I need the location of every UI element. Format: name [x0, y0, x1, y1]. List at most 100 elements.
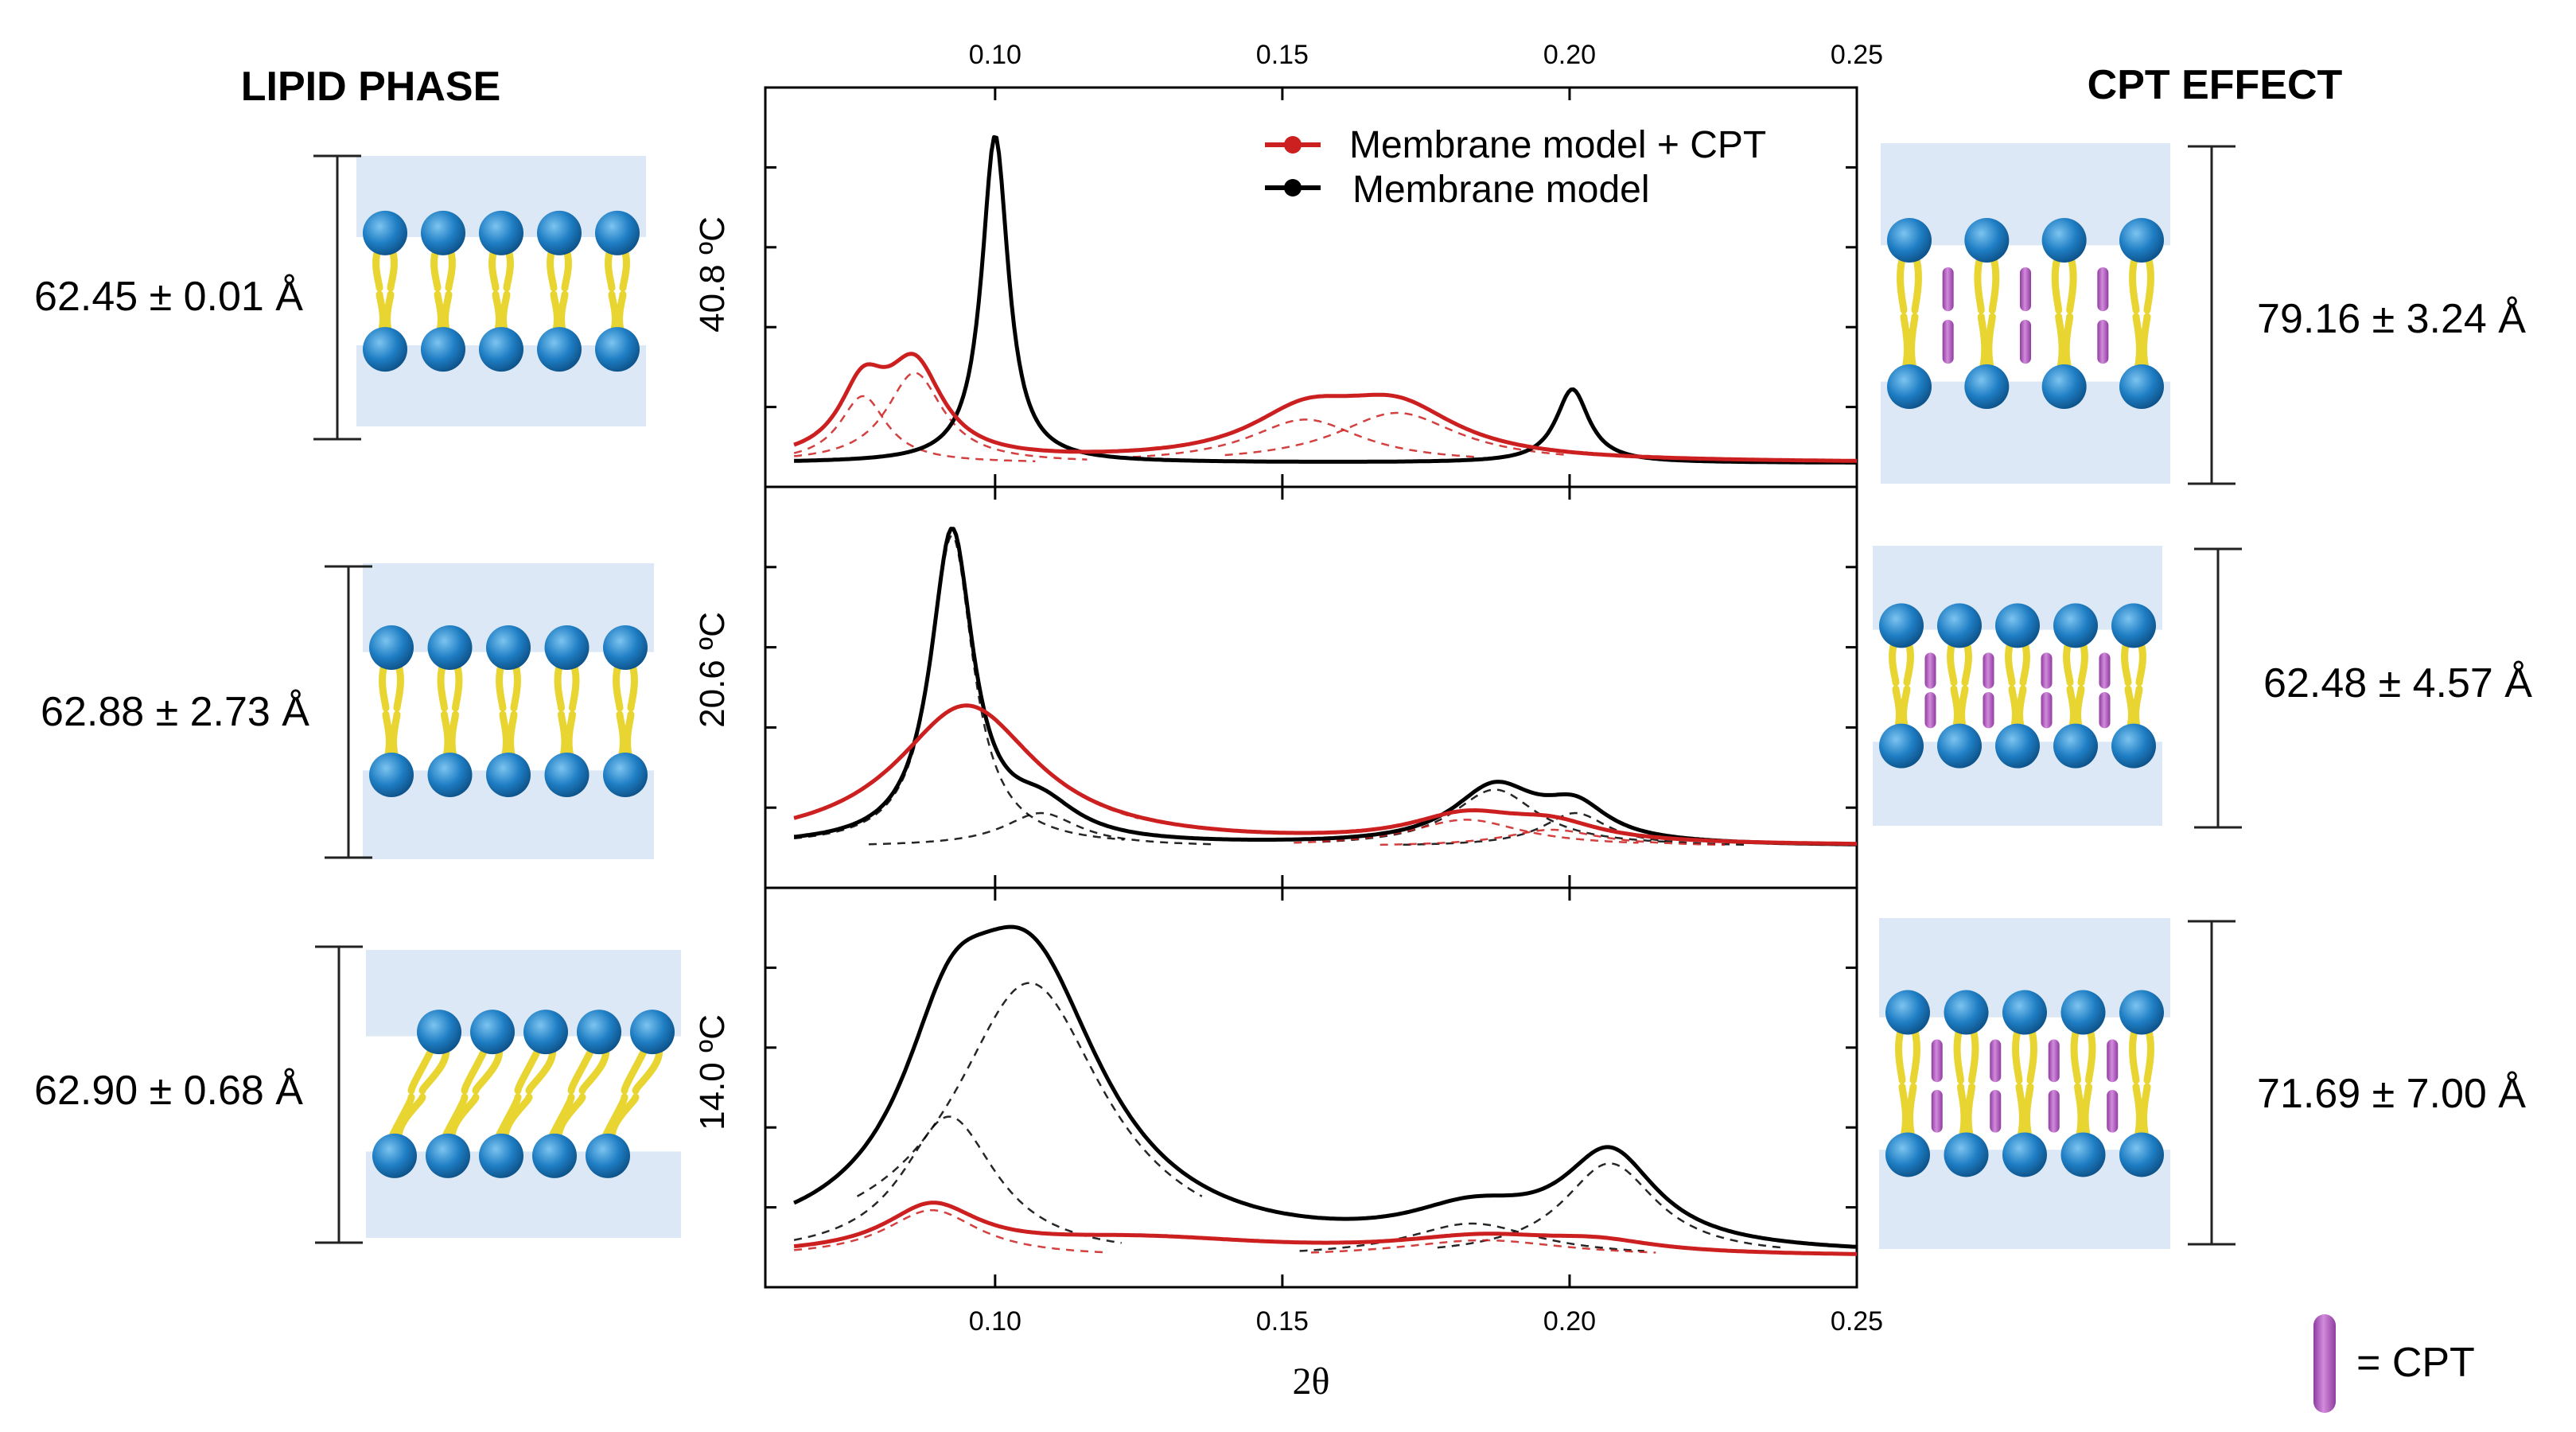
cpt-molecule [1942, 267, 1954, 312]
lipid-head [2119, 364, 2164, 410]
water-band [366, 950, 681, 1037]
water-band [1881, 381, 2170, 484]
lipid-tail [2143, 250, 2154, 314]
x-tick-label-bottom: 0.10 [969, 1306, 1021, 1337]
lipid-tail [2070, 1021, 2081, 1084]
cpt-molecule [1924, 692, 1936, 729]
lipid-head [363, 327, 407, 372]
lipid-head [427, 752, 473, 797]
lipid-head [369, 625, 414, 671]
lipid-head [2002, 1132, 2047, 1177]
series-membrane [793, 527, 1858, 846]
cpt-molecule [1990, 1039, 2002, 1083]
lipid-head [2041, 217, 2087, 263]
left-measurement-2: 62.88 ± 2.73 Å [41, 689, 309, 735]
series-membrane [793, 924, 1858, 1249]
legend-marker-black [1284, 179, 1302, 197]
panel-1-ylabel: 40.8 ºC [693, 216, 732, 333]
left-measurement-3: 62.90 ± 0.68 Å [34, 1068, 303, 1114]
lipid-tail [1988, 250, 2000, 314]
chart-series [793, 134, 1858, 1256]
lipid-head [2053, 603, 2098, 648]
cpt-molecule [1924, 652, 1936, 689]
cpt-molecule [2048, 1039, 2060, 1083]
lipid-head [1964, 217, 2010, 263]
lipid-head [2119, 990, 2164, 1035]
right-measurement-2: 62.48 ± 4.57 Å [2263, 660, 2532, 706]
x-tick-label-top: 0.15 [1256, 40, 1309, 70]
fit-component [869, 811, 1214, 846]
right-measurement-3: 71.69 ± 7.00 Å [2257, 1071, 2526, 1117]
cpt-molecule [2099, 692, 2111, 729]
lipid-tail [2129, 1021, 2140, 1084]
lipid-head [417, 1010, 461, 1055]
lipid-head [479, 210, 523, 255]
legend-marker-red [1284, 136, 1302, 154]
lipid-head [2053, 723, 2098, 769]
legend-label-black: Membrane model [1352, 169, 1650, 211]
lipid-head [369, 752, 414, 797]
fit-component [793, 705, 1139, 819]
cpt-molecule [2099, 652, 2111, 689]
lipid-phase-header: LIPID PHASE [241, 64, 501, 110]
legend: Membrane model + CPT Membrane model [1265, 124, 1766, 211]
water-band [1881, 143, 2170, 246]
lipid-head [537, 210, 582, 255]
lipid-tail [2066, 250, 2077, 314]
right-measurement-1: 79.16 ± 3.24 Å [2257, 296, 2526, 342]
cpt-molecule [2097, 320, 2109, 364]
fit-component [856, 982, 1203, 1197]
x-tick-label-top: 0.20 [1543, 40, 1596, 70]
lipid-tail [1953, 1021, 1964, 1084]
cpt-molecule [2041, 692, 2053, 729]
lipid-head [532, 1133, 577, 1178]
cpt-molecule [1983, 652, 1994, 689]
cpt-molecule [2041, 652, 2053, 689]
lipid-head [1937, 603, 1982, 648]
lipid-head [2060, 1132, 2106, 1177]
fit-component [1294, 819, 1639, 844]
left-measurement-1: 62.45 ± 0.01 Å [34, 274, 303, 320]
lipid-head [1944, 1132, 1989, 1177]
left-schematic-3 [315, 945, 681, 1244]
lipid-head [1887, 217, 1932, 263]
chart-ticks: 0.10 0.10 0.15 0.15 0.20 0.20 0.25 0.25 [765, 40, 1883, 1337]
cpt-molecule [2020, 320, 2031, 364]
fit-component [1132, 418, 1478, 458]
series-membrane-cpt [793, 352, 1857, 463]
lipid-head [427, 625, 473, 671]
cpt-key-label: = CPT [2356, 1340, 2475, 1386]
fit-component [1224, 411, 1570, 457]
cpt-molecule [1931, 1039, 1943, 1083]
panel-3-ylabel: 14.0 ºC [693, 1014, 732, 1130]
lipid-head [544, 625, 590, 671]
lipid-tail [1974, 250, 1985, 314]
cpt-molecule [1942, 320, 1954, 364]
lipid-head [1885, 990, 1930, 1035]
cpt-key-swatch [2313, 1314, 2336, 1413]
fit-component [793, 1208, 1104, 1254]
lipid-tail [1909, 1021, 1920, 1084]
x-tick-label-bottom: 0.20 [1543, 1306, 1596, 1337]
series-membrane-cpt [793, 1200, 1857, 1256]
lipid-head [630, 1010, 675, 1055]
chart-frame [764, 86, 1858, 1289]
right-schematic-1 [1881, 143, 2236, 485]
cpt-molecule [2020, 267, 2031, 312]
lipid-head [479, 1133, 523, 1178]
lipid-head [2111, 723, 2156, 769]
x-axis-label: 2θ [1293, 1360, 1330, 1403]
lipid-head [1944, 990, 1989, 1035]
lipid-head [421, 210, 465, 255]
lipid-tail [2051, 250, 2063, 314]
panel-2-ylabel: 20.6 ºC [693, 612, 732, 728]
x-tick-label-bottom: 0.25 [1831, 1306, 1883, 1337]
fit-component [793, 1115, 1122, 1244]
lipid-head [479, 327, 523, 372]
chart-border [764, 86, 1858, 1289]
x-tick-label-top: 0.25 [1831, 40, 1883, 70]
cpt-molecule [1990, 1090, 2002, 1133]
lipid-head [577, 1010, 621, 1055]
cpt-molecule [2107, 1039, 2119, 1083]
lipid-head [603, 752, 648, 797]
